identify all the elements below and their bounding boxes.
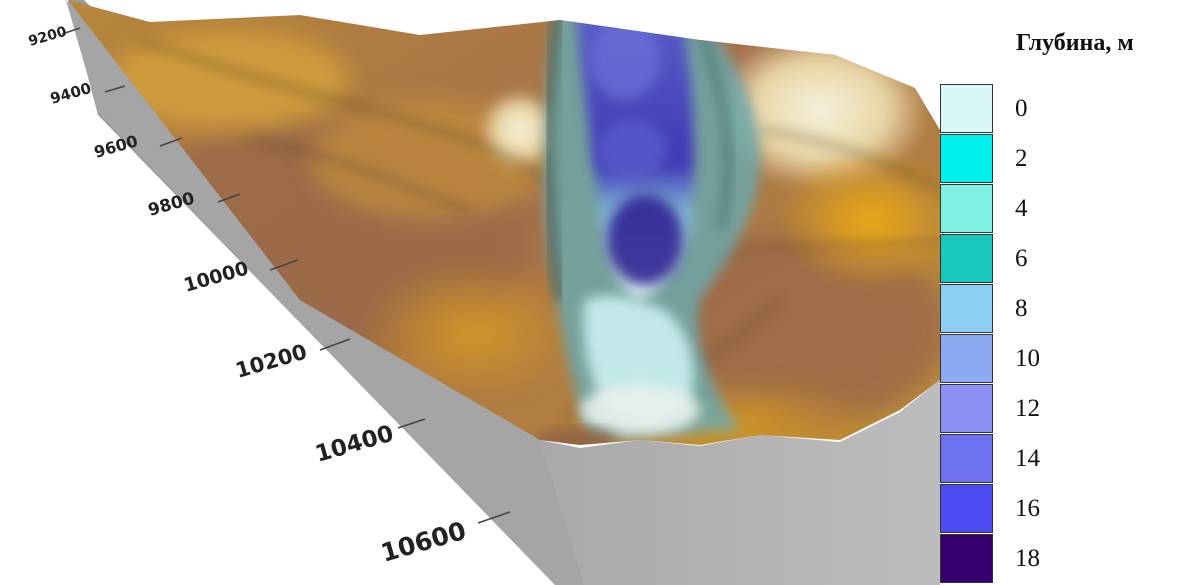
legend-swatch — [940, 84, 993, 133]
legend-swatch — [940, 384, 993, 433]
block-front-wall — [540, 380, 940, 585]
legend-label: 12 — [1015, 395, 1040, 422]
legend-swatch — [940, 334, 993, 383]
legend-swatch — [940, 534, 993, 583]
legend-label: 4 — [1015, 195, 1028, 222]
legend-label: 16 — [1015, 495, 1040, 522]
legend-swatch — [940, 484, 993, 533]
legend-swatch — [940, 234, 993, 283]
legend-label: 14 — [1015, 445, 1040, 472]
legend-title: Глубина, м — [1016, 30, 1134, 56]
legend-label: 6 — [1015, 245, 1028, 272]
legend-swatch — [940, 434, 993, 483]
legend-swatch — [940, 284, 993, 333]
terrain-3d-view: 9200 9400 9600 9800 10000 10200 10400 10… — [26, 0, 940, 585]
legend-label: 10 — [1015, 345, 1040, 372]
legend-label: 0 — [1015, 95, 1028, 122]
legend-label: 2 — [1015, 145, 1028, 172]
legend-swatch — [940, 134, 993, 183]
legend-swatch — [940, 184, 993, 233]
legend-label: 8 — [1015, 295, 1028, 322]
legend-label: 18 — [1015, 545, 1040, 572]
